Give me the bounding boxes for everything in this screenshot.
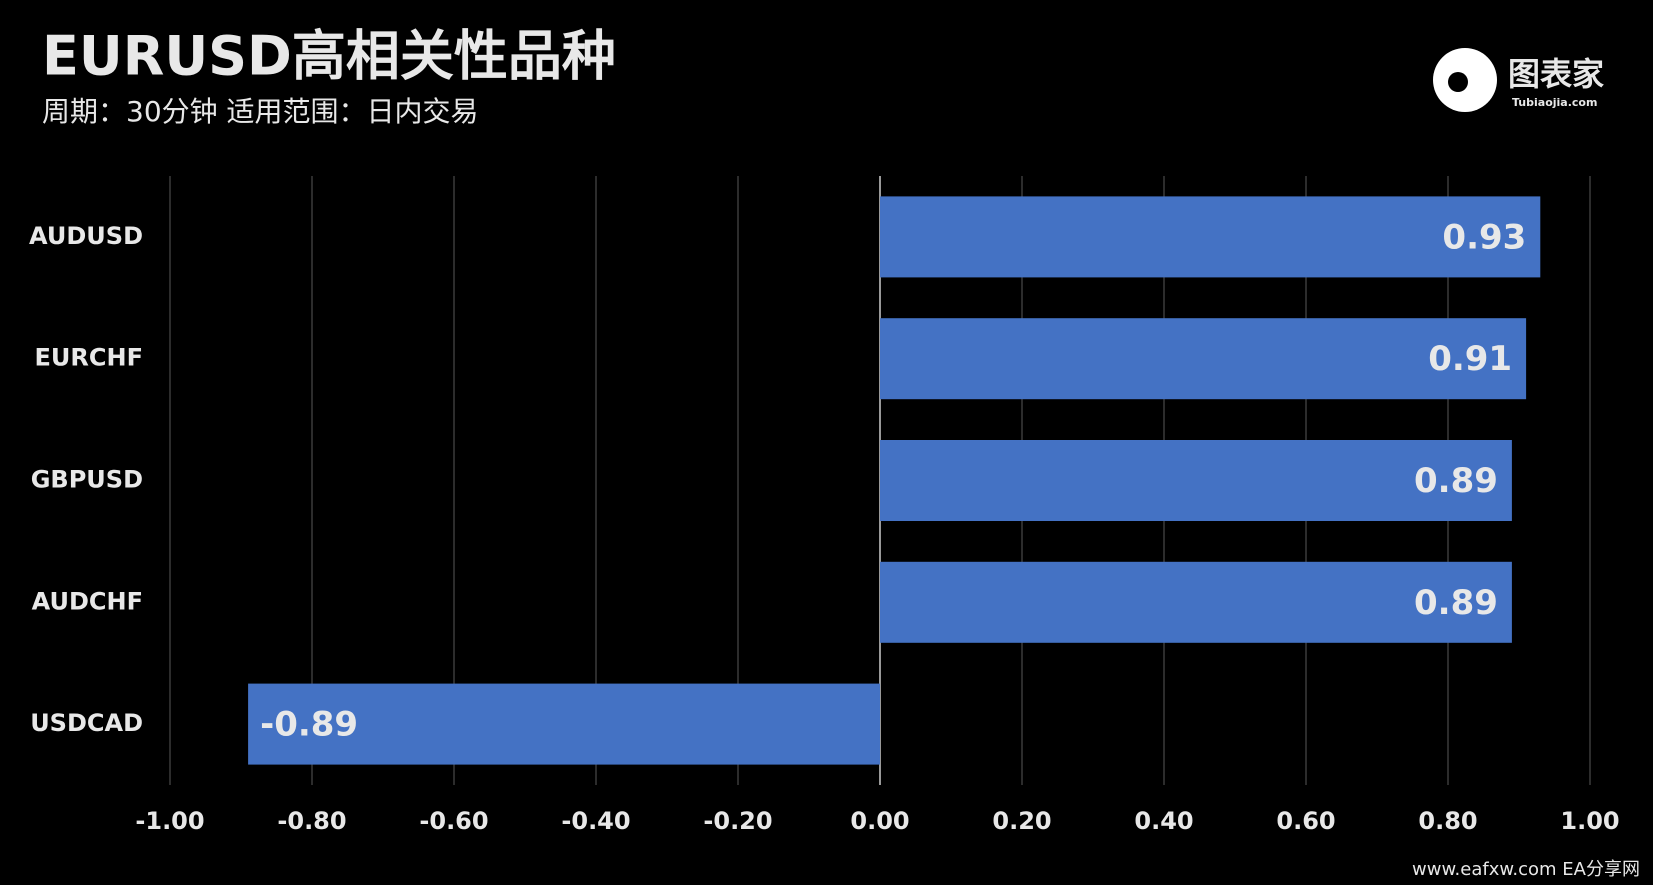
logo-icon-eye xyxy=(1448,72,1468,92)
x-tick-label: -0.40 xyxy=(561,807,630,835)
x-tick-label: 1.00 xyxy=(1560,807,1619,835)
value-label: 0.89 xyxy=(1414,583,1498,623)
value-label: 0.89 xyxy=(1414,461,1498,501)
x-tick-label: -0.20 xyxy=(703,807,772,835)
y-tick-label: EURCHF xyxy=(35,344,143,372)
y-tick-label: AUDUSD xyxy=(29,222,143,250)
value-label: 0.93 xyxy=(1442,217,1526,257)
x-tick-label: 0.20 xyxy=(992,807,1051,835)
footer: www.eafxw.com EA分享网 xyxy=(1412,859,1640,880)
bar xyxy=(880,196,1541,278)
x-tick-label: 0.00 xyxy=(850,807,909,835)
chart-title: EURUSD高相关性品种 xyxy=(42,25,616,88)
x-tick-label: -1.00 xyxy=(135,807,204,835)
bar xyxy=(880,318,1527,400)
x-tick-label: -0.60 xyxy=(419,807,488,835)
bar xyxy=(248,683,881,765)
x-tick-label: 0.40 xyxy=(1134,807,1193,835)
y-tick-label: USDCAD xyxy=(30,709,143,737)
x-tick-label: -0.80 xyxy=(277,807,346,835)
logo-name: 图表家 xyxy=(1508,55,1604,93)
logo: 图表家 Tubiaojia.com xyxy=(1433,48,1604,112)
bar xyxy=(880,440,1512,521)
bar xyxy=(880,561,1512,643)
y-tick-label: GBPUSD xyxy=(31,466,143,494)
x-tick-label: 0.60 xyxy=(1276,807,1335,835)
logo-url: Tubiaojia.com xyxy=(1512,96,1597,109)
value-label: 0.91 xyxy=(1428,339,1512,379)
value-label: -0.89 xyxy=(260,705,358,745)
x-tick-label: 0.80 xyxy=(1418,807,1477,835)
y-tick-label: AUDCHF xyxy=(32,587,143,615)
chart-subtitle: 周期：30分钟 适用范围：日内交易 xyxy=(42,95,479,128)
